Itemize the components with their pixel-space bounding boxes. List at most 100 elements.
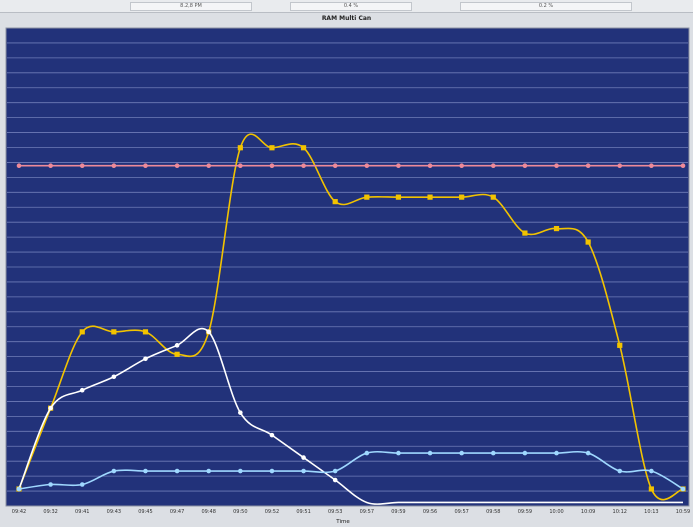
x-tick-label: 09:42 <box>12 509 26 515</box>
series-1-point <box>490 194 496 200</box>
series-4-point <box>585 163 591 169</box>
x-tick-label: 10:00 <box>549 509 563 515</box>
series-3-point <box>522 450 528 456</box>
series-1-point <box>332 199 338 205</box>
series-4-point <box>332 163 338 169</box>
x-tick-label: 10:12 <box>613 509 627 515</box>
x-tick-label: 09:58 <box>486 509 500 515</box>
legend-item-1[interactable]: 8.2,8 PM <box>130 2 252 11</box>
series-1-point <box>395 194 402 200</box>
series-4-point <box>143 163 148 169</box>
series-line-2 <box>18 327 683 505</box>
series-3-point <box>459 450 464 456</box>
series-3-point <box>332 468 338 474</box>
series-3-point <box>490 450 496 456</box>
series-4-point <box>79 163 85 169</box>
x-tick-label: 09:53 <box>328 509 342 515</box>
x-tick-label: 09:32 <box>43 509 57 515</box>
series-2-point <box>206 329 212 335</box>
x-tick-label: 09:57 <box>454 509 468 515</box>
series-4-point <box>206 163 212 169</box>
series-1-point <box>237 145 243 151</box>
series-3-point <box>174 468 180 474</box>
series-2-point <box>79 387 85 393</box>
series-3-point <box>238 468 243 474</box>
grid-lines <box>7 42 688 492</box>
series-4-point <box>174 163 180 169</box>
x-tick-label: 09:47 <box>170 509 184 515</box>
series-1-point <box>459 194 465 200</box>
series-1-point <box>111 329 117 335</box>
series-4-point <box>554 163 559 169</box>
series-4-point <box>680 163 686 169</box>
series-3-point <box>269 468 275 474</box>
x-tick-label: 09:43 <box>107 509 121 515</box>
series-4-point <box>522 163 528 169</box>
series-4-point <box>649 163 654 169</box>
series-2-point <box>269 432 275 438</box>
series-4-point <box>111 163 117 169</box>
series-3-point <box>111 468 117 474</box>
series-3-point <box>396 450 401 456</box>
series-3-point <box>554 450 559 456</box>
series-3-point <box>16 486 22 492</box>
series-line-3 <box>18 450 684 490</box>
x-tick-label: 09:51 <box>296 509 310 515</box>
series-4-point <box>16 163 22 169</box>
series-1-point <box>174 351 180 357</box>
series-4-point <box>617 163 623 169</box>
series-1-point <box>648 486 654 492</box>
series-4-point <box>396 163 401 169</box>
series-4-point <box>459 163 464 169</box>
series-2-point <box>48 405 53 411</box>
series-1-point <box>553 225 560 232</box>
x-tick-label: 10:13 <box>644 509 658 515</box>
series-3-point <box>301 468 306 474</box>
series-1-point <box>269 145 275 151</box>
series-3-point <box>649 468 654 474</box>
x-tick-label: 09:45 <box>138 509 152 515</box>
x-axis-label: Time <box>335 519 350 525</box>
series-4-point <box>490 163 496 169</box>
series-1-point <box>522 230 528 236</box>
series-1-point <box>617 342 623 348</box>
series-3-point <box>206 468 212 474</box>
x-tick-label: 09:48 <box>202 509 216 515</box>
chart-title: RAM Multi Can <box>321 15 372 22</box>
series-4-point <box>427 163 433 169</box>
series-1-point <box>364 194 370 200</box>
x-tick-label: 09:57 <box>360 509 374 515</box>
x-tick-label: 09:41 <box>75 509 89 515</box>
series-4-point <box>48 163 53 169</box>
x-tick-labels: 09:42 09:32 09:41 09:43 09:45 09:47 09:48 09:50… <box>12 509 690 515</box>
series-3-point <box>143 468 148 474</box>
series-1-point <box>79 329 85 335</box>
x-tick-label: 09:50 <box>233 509 247 515</box>
series-group <box>16 133 686 505</box>
series-3-point <box>680 486 686 492</box>
series-3-point <box>617 468 623 474</box>
series-4-point <box>364 163 370 169</box>
series-1-point <box>142 329 149 335</box>
x-tick-label: 09:52 <box>265 509 279 515</box>
x-tick-label: 10:59 <box>676 509 690 515</box>
x-tick-label: 09:59 <box>391 509 405 515</box>
series-2-point <box>332 477 338 483</box>
legend-bar: 8.2,8 PM 0.4 % 0.2 % <box>0 0 693 13</box>
series-1-point <box>427 194 433 200</box>
x-tick-label: 10:09 <box>581 509 595 515</box>
series-3-point <box>585 450 591 456</box>
series-2-point <box>111 374 117 380</box>
series-1-point <box>585 239 591 245</box>
series-3-point <box>48 482 53 487</box>
series-4-point <box>269 163 275 169</box>
series-2-point <box>238 410 243 415</box>
legend-item-2[interactable]: 0.4 % <box>290 2 412 11</box>
legend-item-3[interactable]: 0.2 % <box>460 2 632 11</box>
x-tick-label: 09:56 <box>423 509 437 515</box>
series-3-point <box>364 450 370 456</box>
series-2-point <box>301 455 306 460</box>
series-4-point <box>301 163 306 169</box>
series-3-point <box>79 482 85 487</box>
